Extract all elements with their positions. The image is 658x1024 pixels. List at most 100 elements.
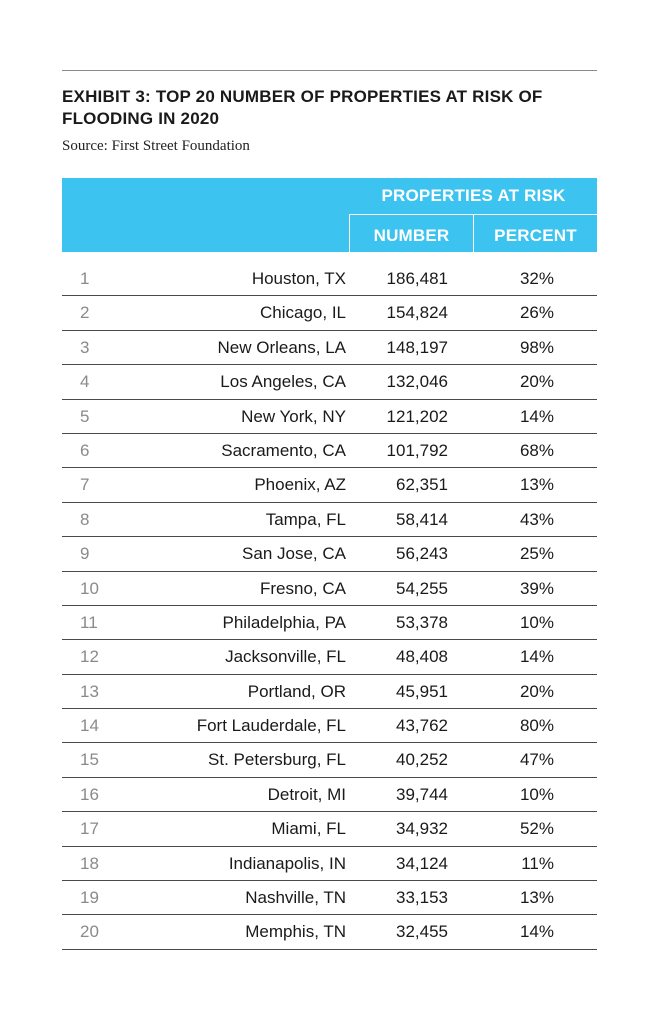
table-body: 1 Houston, TX 186,481 32% 2 Chicago, IL 154,82… [62,262,597,950]
table-row: 7 Phoenix, AZ 62,351 13% [62,468,597,503]
city-cell: Chicago, IL [260,303,346,323]
table-header-band [62,178,597,252]
rank-cell: 2 [80,303,90,323]
city-cell: Sacramento, CA [221,440,346,460]
table-row: 13 Portland, OR 45,951 20% [62,675,597,710]
rank-cell: 14 [80,716,99,736]
city-cell: Indianapolis, IN [228,853,346,873]
table-row: 15 St. Petersburg, FL 40,252 47% [62,743,597,778]
rank-cell: 7 [80,475,90,495]
rank-cell: 10 [80,578,99,598]
percent-cell: 14% [519,922,554,942]
city-cell: Fresno, CA [260,578,346,598]
rank-cell: 13 [80,681,99,701]
number-cell: 33,153 [396,888,448,908]
percent-cell: 68% [519,440,554,460]
header-divider [349,214,350,252]
percent-cell: 13% [519,888,554,908]
percent-cell: 47% [519,750,554,770]
number-cell: 48,408 [396,647,448,667]
table-row: 10 Fresno, CA 54,255 39% [62,572,597,606]
city-cell: Tampa, FL [265,509,346,529]
percent-cell: 32% [519,269,554,288]
top-divider [62,70,597,71]
table-row: 6 Sacramento, CA 101,792 68% [62,434,597,469]
percent-cell: 52% [519,819,554,839]
city-cell: Miami, FL [271,819,346,839]
number-cell: 45,951 [396,681,448,701]
number-cell: 58,414 [396,509,448,529]
number-cell: 121,202 [386,406,448,426]
table-row: 16 Detroit, MI 39,744 10% [62,778,597,813]
number-cell: 43,762 [396,716,448,736]
rank-cell: 17 [80,819,99,839]
percent-cell: 13% [519,475,554,495]
percent-cell: 25% [519,544,554,564]
number-cell: 32,455 [396,922,448,942]
table-row: 18 Indianapolis, IN 34,124 11% [62,847,597,882]
rank-cell: 20 [80,922,99,942]
percent-cell: 43% [519,509,554,529]
table-row: 17 Miami, FL 34,932 52% [62,812,597,847]
percent-cell: 26% [519,303,554,323]
number-cell: 39,744 [396,784,448,804]
table-row: 12 Jacksonville, FL 48,408 14% [62,640,597,675]
exhibit-title: EXHIBIT 3: TOP 20 NUMBER OF PROPERTIES A… [62,87,543,128]
table-row: 11 Philadelphia, PA 53,378 10% [62,606,597,641]
city-cell: Detroit, MI [267,784,346,804]
table-row: 19 Nashville, TN 33,153 13% [62,881,597,916]
percent-cell: 80% [519,716,554,736]
column-header-percent: PERCENT [494,226,577,245]
rank-cell: 11 [80,612,98,632]
source-note: Source: First Street Foundation [62,138,250,154]
number-cell: 54,255 [396,578,448,598]
rank-cell: 9 [80,544,90,564]
number-cell: 34,124 [396,853,448,873]
number-cell: 132,046 [386,372,448,392]
rank-cell: 4 [80,372,90,392]
rank-cell: 12 [80,647,99,667]
city-cell: Jacksonville, FL [225,647,346,667]
table-row: 2 Chicago, IL 154,824 26% [62,296,597,331]
percent-cell: 14% [519,647,554,667]
table-row: 9 San Jose, CA 56,243 25% [62,537,597,572]
rank-cell: 19 [80,888,99,908]
number-cell: 62,351 [396,475,448,495]
header-divider [473,214,474,252]
number-cell: 53,378 [396,612,448,632]
city-cell: New York, NY [241,406,346,426]
city-cell: St. Petersburg, FL [208,750,346,770]
number-cell: 186,481 [386,269,448,288]
table-row: 5 New York, NY 121,202 14% [62,400,597,434]
city-cell: Houston, TX [251,269,346,288]
percent-cell: 20% [519,372,554,392]
rank-cell: 6 [80,440,90,460]
table-row: 4 Los Angeles, CA 132,046 20% [62,365,597,400]
table-row: 20 Memphis, TN 32,455 14% [62,915,597,950]
city-cell: Memphis, TN [245,922,346,942]
percent-cell: 98% [519,337,554,357]
percent-cell: 11% [521,853,554,873]
number-cell: 56,243 [396,544,448,564]
table-row: 8 Tampa, FL 58,414 43% [62,503,597,538]
rank-cell: 5 [80,406,90,426]
city-cell: Nashville, TN [245,888,346,908]
city-cell: Philadelphia, PA [222,612,347,632]
number-cell: 148,197 [386,337,448,357]
number-cell: 34,932 [396,819,448,839]
percent-cell: 20% [519,681,554,701]
city-cell: New Orleans, LA [217,337,347,357]
city-cell: Los Angeles, CA [220,372,346,392]
percent-cell: 39% [519,578,554,598]
number-cell: 101,792 [386,440,448,460]
group-header-properties-at-risk: PROPERTIES AT RISK [381,186,566,205]
table-row: 1 Houston, TX 186,481 32% [62,262,597,297]
city-cell: Portland, OR [247,681,346,701]
city-cell: Phoenix, AZ [254,475,346,495]
number-cell: 40,252 [396,750,448,770]
city-cell: Fort Lauderdale, FL [196,716,346,736]
percent-cell: 10% [519,612,554,632]
rank-cell: 16 [80,784,99,804]
rank-cell: 3 [80,337,90,357]
table-row: 3 New Orleans, LA 148,197 98% [62,331,597,366]
